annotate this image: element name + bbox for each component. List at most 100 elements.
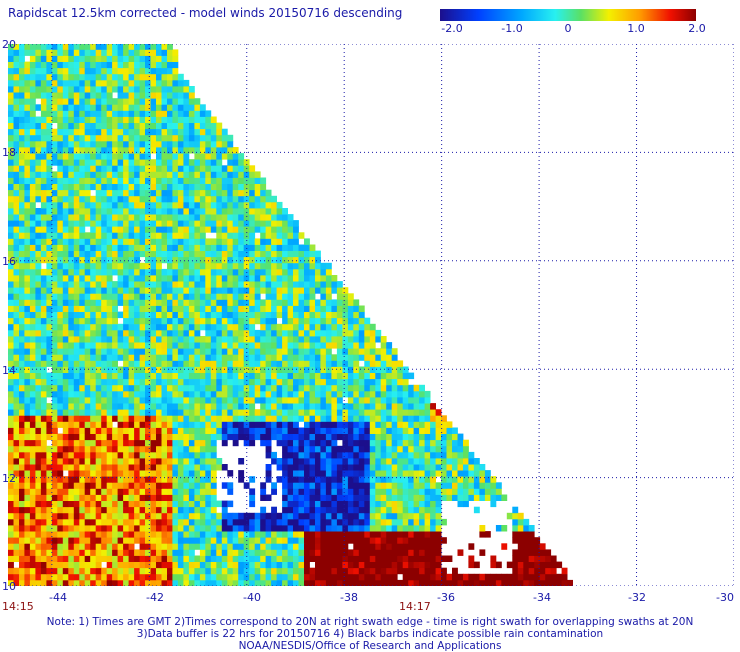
swath-cell: [73, 293, 80, 300]
swath-cell: [397, 518, 404, 526]
swath-cell: [452, 482, 458, 489]
swath-cell: [342, 573, 349, 581]
swath-cell: [106, 189, 113, 197]
swath-cell: [188, 470, 195, 477]
swath-cell: [298, 500, 305, 508]
swath-cell: [347, 451, 354, 459]
swath-cell: [413, 549, 420, 556]
swath-cell: [232, 214, 239, 221]
swath-cell: [177, 159, 184, 166]
swath-cell: [167, 317, 173, 325]
swath-cell: [320, 476, 327, 483]
swath-cell: [128, 354, 135, 361]
swath-cell: [172, 543, 179, 550]
swath-cell: [95, 427, 102, 434]
swath-cell: [205, 147, 212, 154]
swath-cell: [134, 445, 140, 453]
swath-cell: [336, 354, 343, 361]
swath-cell: [523, 573, 530, 581]
swath-cell: [123, 226, 129, 233]
swath-cell: [112, 220, 118, 227]
swath-cell: [298, 281, 305, 288]
swath-cell: [117, 427, 124, 434]
swath-cell: [358, 433, 365, 441]
swath-cell: [199, 262, 206, 270]
swath-cell: [57, 232, 64, 239]
swath-cell: [123, 147, 129, 154]
swath-cell: [276, 275, 283, 282]
swath-cell: [364, 549, 371, 556]
swath-cell: [106, 537, 113, 544]
swath-cell: [342, 470, 349, 477]
swath-cell: [413, 470, 420, 477]
swath-cell: [19, 415, 25, 422]
swath-cell: [287, 464, 294, 471]
swath-cell: [210, 366, 217, 373]
swath-cell: [347, 342, 354, 349]
swath-cell: [177, 250, 184, 258]
swath-cell: [161, 445, 168, 453]
swath-cell: [342, 299, 349, 306]
swath-cell: [112, 299, 118, 306]
swath-cell: [172, 299, 179, 306]
swath-cell: [331, 390, 338, 398]
swath-cell: [112, 153, 118, 160]
swath-cell: [84, 579, 91, 586]
swath-cell: [484, 470, 491, 477]
swath-cell: [156, 488, 162, 495]
swath-cell: [260, 494, 267, 501]
swath-cell: [29, 226, 36, 233]
swath-cell: [183, 378, 190, 386]
swath-cell: [221, 409, 228, 416]
swath-cell: [188, 439, 195, 447]
swath-cell: [232, 409, 239, 416]
swath-cell: [150, 561, 157, 569]
swath-cell: [271, 238, 277, 245]
swath-cell: [260, 433, 267, 441]
swath-cell: [457, 549, 464, 556]
swath-cell: [364, 378, 371, 386]
swath-cell: [90, 153, 97, 160]
swath-cell: [62, 543, 69, 550]
swath-cell: [62, 372, 69, 380]
swath-cell: [243, 336, 250, 343]
swath-cell: [13, 433, 20, 441]
swath-cell: [167, 299, 173, 306]
swath-cell: [183, 336, 190, 343]
swath-cell: [271, 458, 277, 465]
swath-cell: [205, 549, 212, 556]
swath-cell: [123, 360, 129, 367]
swath-cell: [342, 390, 349, 398]
swath-cell: [40, 232, 47, 239]
swath-cell: [90, 214, 97, 221]
swath-cell: [249, 390, 256, 398]
swath-cell: [68, 183, 75, 191]
swath-cell: [79, 323, 86, 331]
swath-cell: [62, 250, 69, 258]
swath-cell: [150, 458, 157, 465]
swath-cell: [473, 494, 480, 501]
swath-cell: [194, 354, 201, 361]
swath-cell: [128, 171, 135, 178]
swath-cell: [117, 189, 124, 197]
swath-cell: [73, 579, 80, 586]
swath-cell: [134, 329, 140, 337]
swath-cell: [139, 482, 146, 489]
swath-cell: [265, 433, 272, 441]
swath-cell: [364, 451, 371, 459]
swath-cell: [227, 342, 234, 349]
swath-cell: [188, 317, 195, 325]
swath-cell: [112, 171, 118, 178]
swath-cell: [183, 281, 190, 288]
swath-cell: [325, 561, 332, 569]
swath-cell: [320, 336, 327, 343]
swath-cell: [304, 451, 310, 459]
swath-cell: [57, 250, 64, 258]
swath-cell: [210, 537, 217, 544]
swath-cell: [249, 378, 256, 386]
swath-cell: [199, 317, 206, 325]
swath-cell: [123, 256, 129, 264]
swath-cell: [232, 512, 239, 520]
swath-cell: [194, 476, 201, 483]
swath-cell: [380, 378, 387, 386]
